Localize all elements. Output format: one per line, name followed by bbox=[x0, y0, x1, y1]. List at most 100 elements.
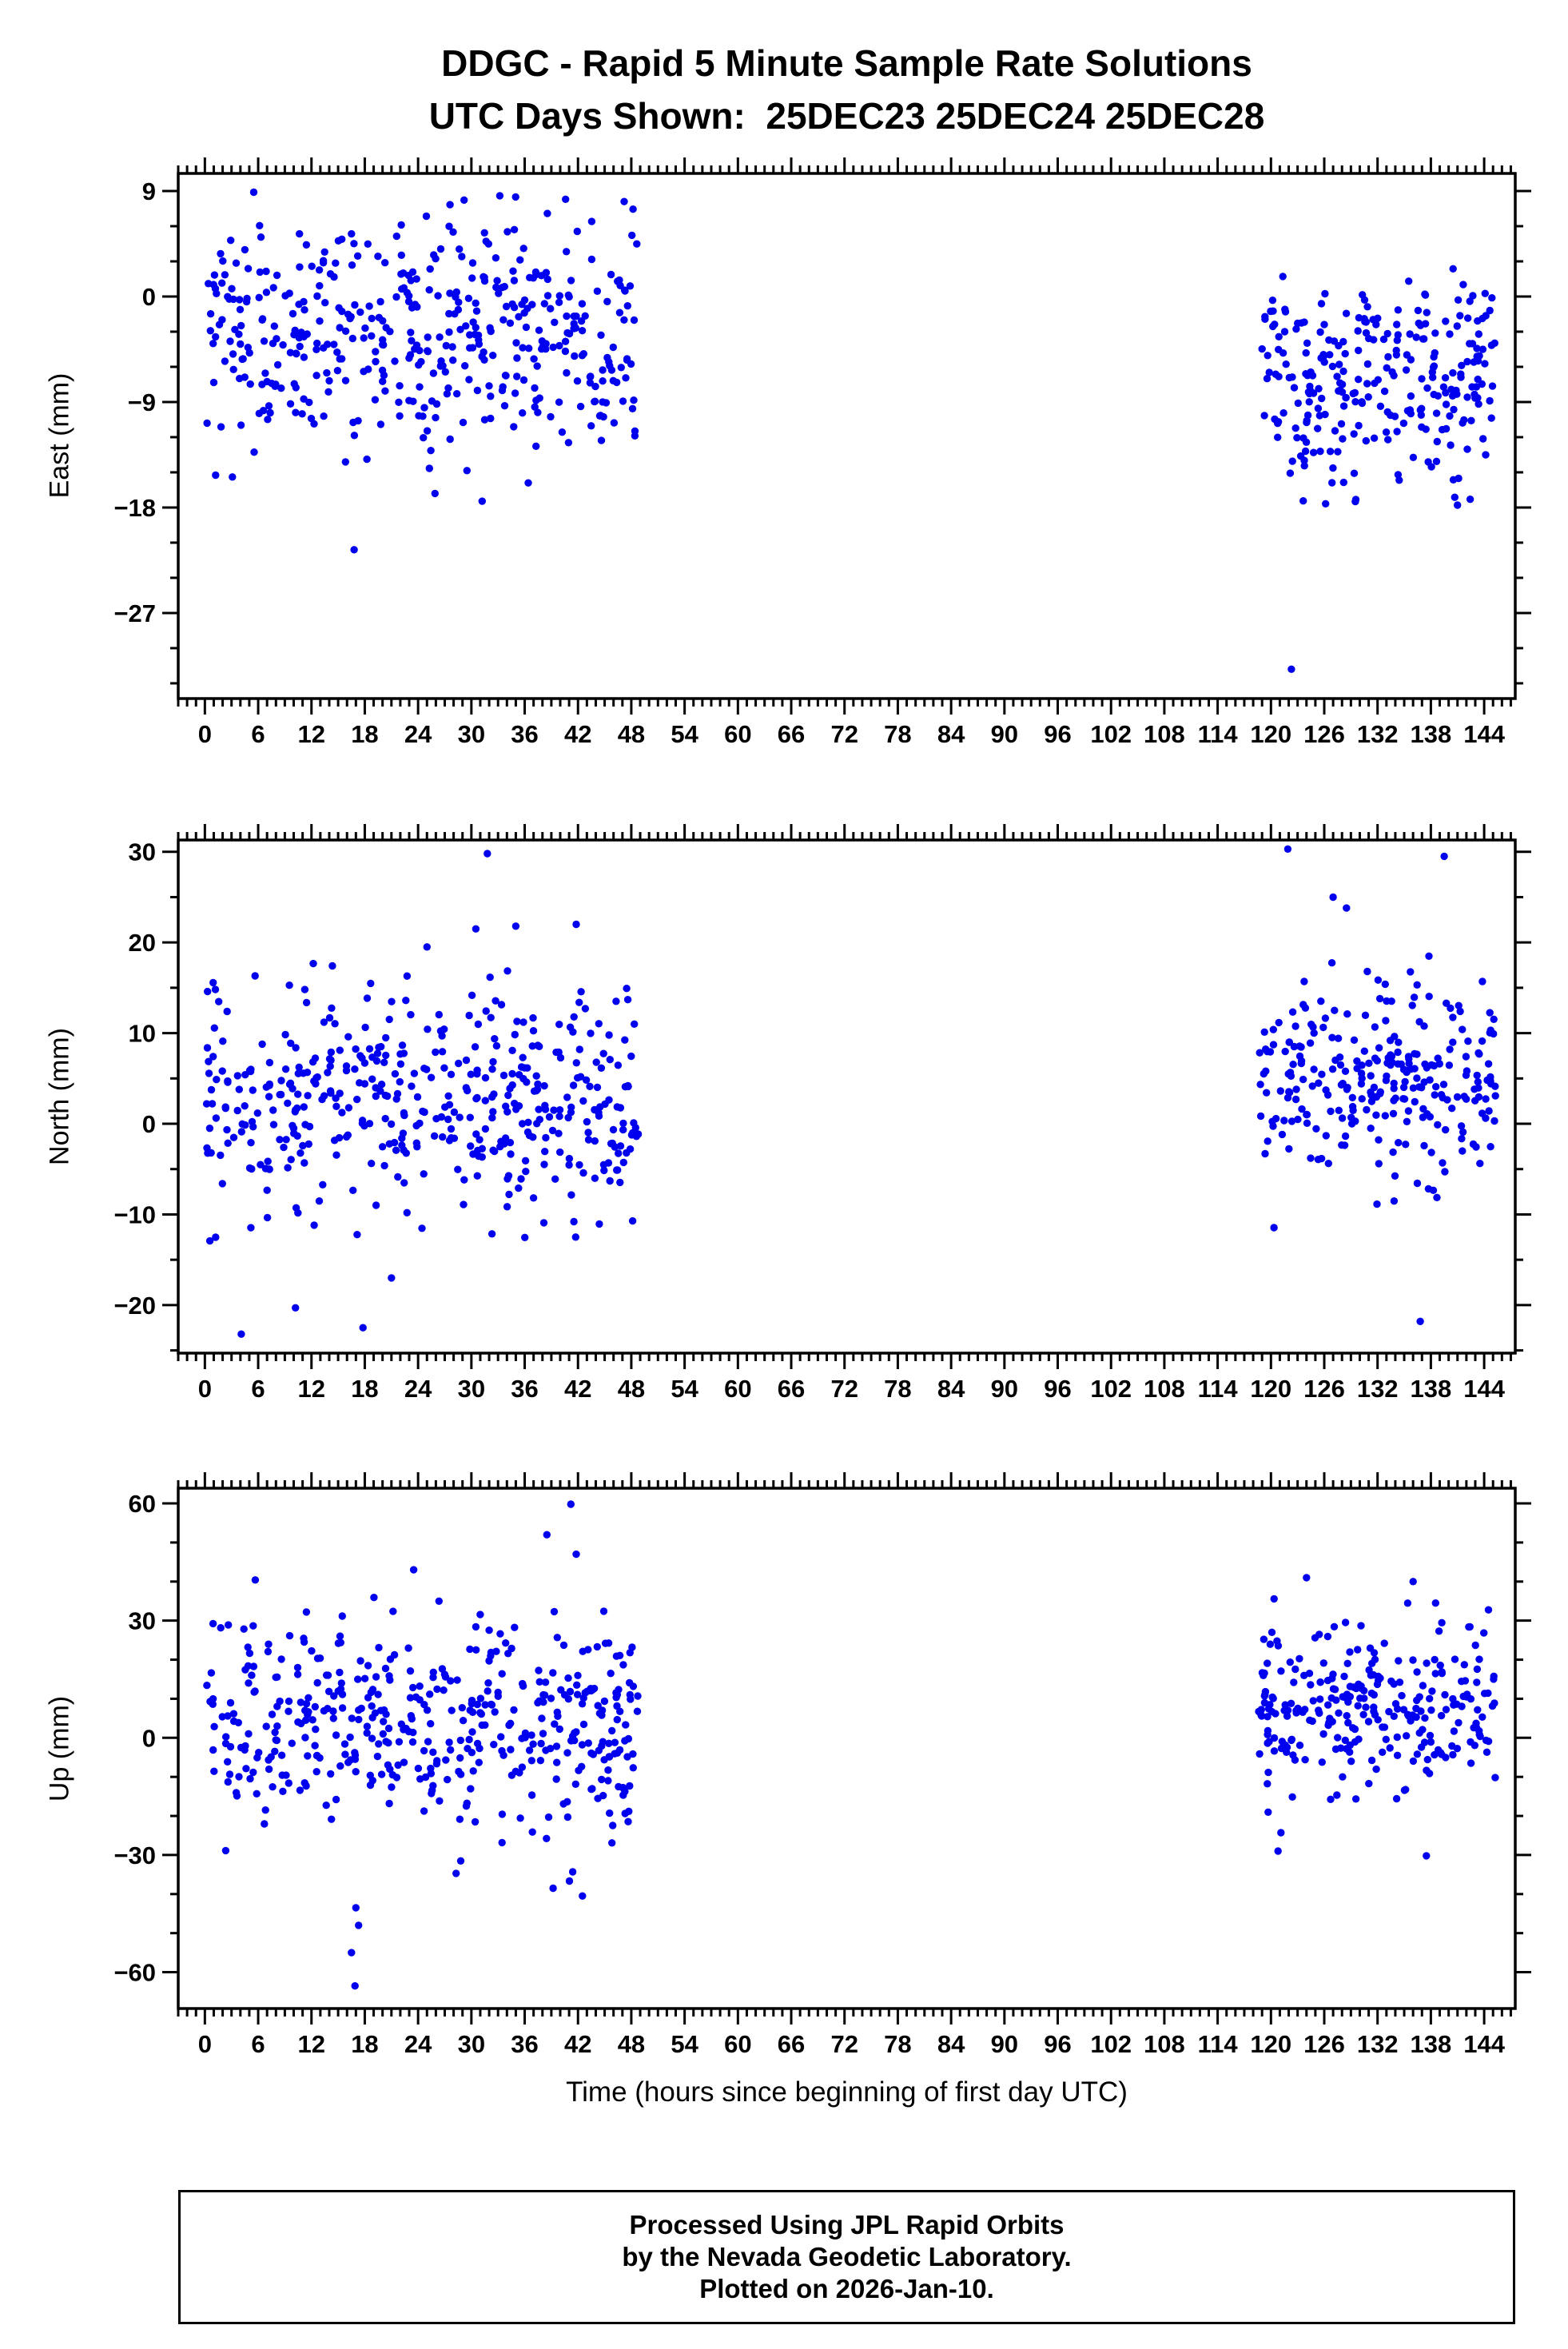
x-axis-label: Time (hours since beginning of first day… bbox=[566, 2076, 1128, 2108]
x-tick-label: 42 bbox=[564, 1375, 591, 1403]
y-tick-label: −20 bbox=[113, 1292, 156, 1320]
footer-box: Processed Using JPL Rapid Orbits by the … bbox=[178, 2190, 1515, 2324]
x-tick-label: 132 bbox=[1357, 2030, 1399, 2058]
x-tick-label: 30 bbox=[458, 1375, 485, 1403]
x-tick-label: 90 bbox=[991, 2030, 1018, 2058]
x-tick-label: 18 bbox=[351, 2030, 378, 2058]
y-tick-label: −18 bbox=[113, 494, 156, 522]
y-tick-label: 9 bbox=[142, 177, 156, 205]
x-tick-label: 54 bbox=[671, 1375, 698, 1403]
x-tick-label: 120 bbox=[1250, 1375, 1291, 1403]
footer-line3: Plotted on 2026-Jan-10. bbox=[699, 2274, 994, 2303]
x-tick-label: 144 bbox=[1463, 1375, 1505, 1403]
x-tick-label: 6 bbox=[251, 1375, 265, 1403]
x-tick-label: 78 bbox=[884, 1375, 911, 1403]
x-tick-label: 138 bbox=[1411, 720, 1452, 748]
x-tick-label: 84 bbox=[937, 720, 965, 748]
x-tick-label: 90 bbox=[991, 1375, 1018, 1403]
y-tick-label: −9 bbox=[128, 388, 156, 416]
x-tick-label: 114 bbox=[1198, 720, 1239, 748]
x-tick-label: 18 bbox=[351, 1375, 378, 1403]
x-tick-label: 126 bbox=[1303, 2030, 1345, 2058]
x-tick-label: 114 bbox=[1198, 1375, 1239, 1403]
x-tick-label: 48 bbox=[618, 2030, 645, 2058]
x-tick-label: 132 bbox=[1357, 720, 1399, 748]
x-tick-label: 12 bbox=[298, 2030, 325, 2058]
x-tick-label: 66 bbox=[778, 2030, 805, 2058]
x-tick-label: 96 bbox=[1044, 2030, 1071, 2058]
north-panel: 0 6 12 18 24 30 36 42 48 54 60 66 72 78 84 90 96 102 108 11… bbox=[113, 824, 1531, 1403]
x-tick-label: 84 bbox=[937, 2030, 965, 2058]
x-tick-label: 96 bbox=[1044, 720, 1071, 748]
x-tick-label: 138 bbox=[1411, 2030, 1452, 2058]
x-tick-label: 138 bbox=[1411, 1375, 1452, 1403]
east-scatter-points bbox=[203, 188, 1499, 673]
x-tick-label: 60 bbox=[724, 2030, 751, 2058]
east-plot-frame bbox=[177, 172, 1517, 700]
x-tick-label: 36 bbox=[511, 720, 538, 748]
y-tick-label: 0 bbox=[142, 1724, 156, 1752]
x-tick-label: 30 bbox=[458, 720, 485, 748]
y-tick-label: −30 bbox=[113, 1841, 156, 1869]
x-tick-label: 12 bbox=[298, 1375, 325, 1403]
x-tick-label: 72 bbox=[830, 1375, 858, 1403]
x-tick-label: 102 bbox=[1090, 1375, 1132, 1403]
x-tick-label: 144 bbox=[1463, 2030, 1505, 2058]
ylabel-east: East (mm) bbox=[44, 372, 75, 499]
x-tick-label: 48 bbox=[618, 1375, 645, 1403]
y-tick-label: −27 bbox=[113, 599, 156, 627]
y-tick-label: 0 bbox=[142, 1110, 156, 1138]
x-tick-label: 6 bbox=[251, 2030, 265, 2058]
x-tick-label: 66 bbox=[778, 1375, 805, 1403]
x-tick-label: 36 bbox=[511, 2030, 538, 2058]
x-tick-label: 96 bbox=[1044, 1375, 1071, 1403]
x-tick-label: 12 bbox=[298, 720, 325, 748]
x-tick-label: 0 bbox=[198, 720, 212, 748]
x-tick-label: 132 bbox=[1357, 1375, 1399, 1403]
x-tick-label: 60 bbox=[724, 1375, 751, 1403]
footer-line2: by the Nevada Geodetic Laboratory. bbox=[622, 2242, 1072, 2271]
x-tick-label: 108 bbox=[1144, 1375, 1185, 1403]
figure-title-line2: UTC Days Shown: 25DEC23 25DEC24 25DEC28 bbox=[428, 95, 1265, 137]
y-tick-label: −60 bbox=[113, 1959, 156, 1987]
x-tick-label: 84 bbox=[937, 1375, 965, 1403]
x-tick-label: 36 bbox=[511, 1375, 538, 1403]
x-tick-label: 126 bbox=[1303, 720, 1345, 748]
up-panel: 0 6 12 18 24 30 36 42 48 54 60 66 72 78 84 90 96 102 108 11… bbox=[113, 1472, 1531, 2058]
x-tick-label: 18 bbox=[351, 720, 378, 748]
x-tick-label: 0 bbox=[198, 1375, 212, 1403]
y-tick-label: −10 bbox=[113, 1200, 156, 1228]
x-tick-label: 72 bbox=[830, 720, 858, 748]
x-tick-label: 60 bbox=[724, 720, 751, 748]
x-tick-label: 108 bbox=[1144, 2030, 1185, 2058]
up-plot-frame bbox=[177, 1487, 1517, 2010]
x-tick-label: 102 bbox=[1090, 720, 1132, 748]
x-tick-label: 120 bbox=[1250, 2030, 1291, 2058]
x-tick-label: 114 bbox=[1198, 2030, 1239, 2058]
x-tick-label: 42 bbox=[564, 720, 591, 748]
east-panel: 0 6 12 18 24 30 36 42 48 54 60 66 72 78 84 90 96 102 108 11… bbox=[113, 157, 1531, 748]
x-tick-label: 24 bbox=[404, 2030, 432, 2058]
ylabel-up: Up (mm) bbox=[44, 1695, 75, 1802]
x-tick-label: 102 bbox=[1090, 2030, 1132, 2058]
x-tick-label: 54 bbox=[671, 720, 698, 748]
x-tick-label: 72 bbox=[830, 2030, 858, 2058]
y-tick-label: 60 bbox=[129, 1490, 156, 1518]
x-tick-label: 78 bbox=[884, 720, 911, 748]
x-tick-label: 30 bbox=[458, 2030, 485, 2058]
x-tick-label: 144 bbox=[1463, 720, 1505, 748]
x-tick-label: 6 bbox=[251, 720, 265, 748]
up-scatter-points bbox=[203, 1500, 1499, 1990]
figure-title-line1: DDGC - Rapid 5 Minute Sample Rate Soluti… bbox=[441, 42, 1252, 84]
x-tick-label: 66 bbox=[778, 720, 805, 748]
y-tick-label: 30 bbox=[129, 838, 156, 866]
x-tick-label: 78 bbox=[884, 2030, 911, 2058]
footer-line1: Processed Using JPL Rapid Orbits bbox=[629, 2210, 1065, 2240]
north-plot-frame bbox=[177, 838, 1517, 1355]
y-tick-label: 20 bbox=[129, 929, 156, 957]
x-tick-label: 24 bbox=[404, 1375, 432, 1403]
ylabel-north: North (mm) bbox=[44, 1028, 75, 1165]
x-tick-label: 42 bbox=[564, 2030, 591, 2058]
